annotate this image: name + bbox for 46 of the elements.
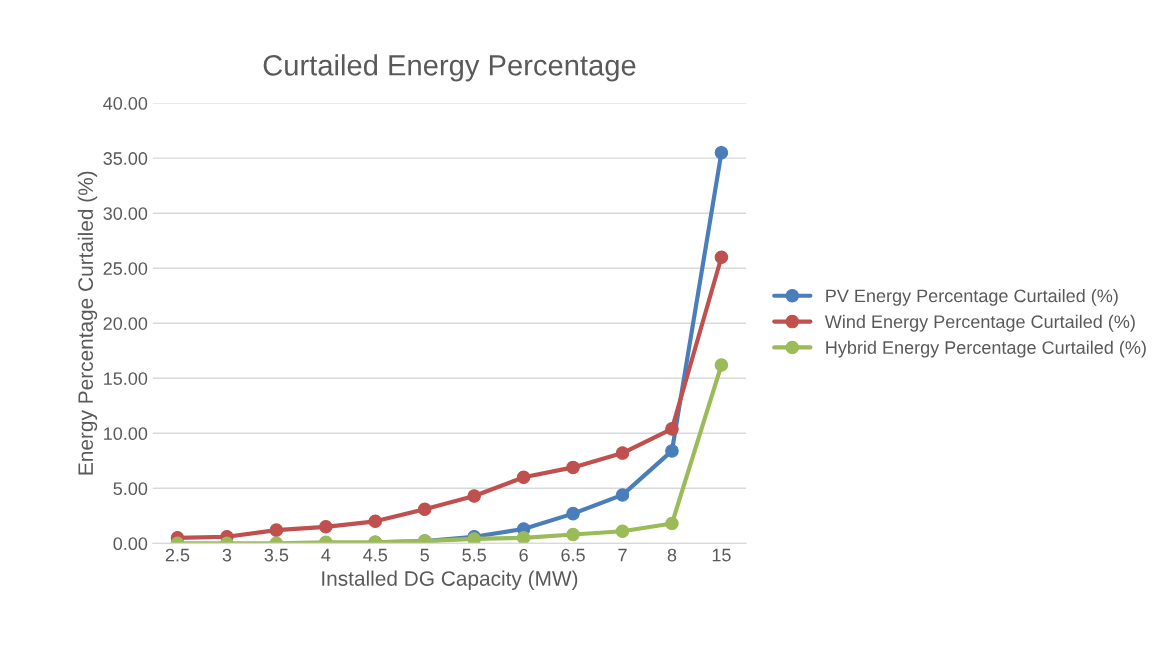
point (714, 250, 729, 264)
point (566, 460, 580, 475)
x-tick-label: 6 (519, 548, 528, 562)
point (665, 516, 679, 531)
point (269, 523, 284, 537)
point (665, 422, 679, 436)
y-tick-label: 5.00 (113, 482, 148, 496)
x-tick-label: 5.5 (462, 548, 486, 562)
x-axis-title: Installed DG Capacity (MW) (322, 570, 578, 591)
x-tick-label: 4.5 (363, 548, 388, 562)
x-tick-label: 3 (222, 548, 232, 562)
point (516, 531, 531, 544)
x-tick-label: 3.5 (264, 548, 289, 562)
point (665, 444, 679, 458)
legend-label: Wind Energy Percentage Curtailed (%) (824, 314, 1135, 332)
x-tick-label: 2.5 (165, 548, 190, 562)
point (615, 488, 630, 502)
chart-title: Curtailed Energy Percentage (263, 54, 636, 82)
point (566, 527, 580, 542)
legend-label: Hybrid Energy Percentage Curtailed (%) (826, 340, 1146, 358)
y-tick-label: 25.00 (103, 262, 148, 275)
legend-label: PV Energy Percentage Curtailed (%) (826, 288, 1118, 306)
point (319, 520, 333, 534)
y-tick-label: 10.00 (104, 427, 148, 441)
point (615, 524, 630, 538)
y-tick-label: 35.00 (103, 152, 148, 165)
x-tick-label: 15 (712, 548, 731, 562)
x-tick-label: 8 (667, 548, 677, 562)
x-tick-label: 6.5 (561, 548, 585, 562)
x-tick-label: 7 (618, 548, 627, 562)
point (368, 514, 383, 529)
x-tick-label: 4 (321, 548, 331, 562)
x-tick-label: 5 (420, 548, 429, 562)
y-axis-title: Energy Percentage Curtailed (%) (77, 171, 98, 475)
y-tick-label: 0.00 (113, 537, 148, 551)
y-tick-label: 20.00 (103, 317, 148, 330)
point (714, 145, 729, 160)
y-tick-label: 40.00 (103, 97, 148, 110)
y-tick-label: 15.00 (104, 372, 148, 385)
point (467, 489, 481, 503)
point (566, 506, 580, 521)
point (516, 470, 531, 485)
y-tick-label: 30.00 (103, 207, 148, 220)
point (714, 358, 729, 372)
point (417, 502, 432, 516)
point (615, 446, 630, 460)
